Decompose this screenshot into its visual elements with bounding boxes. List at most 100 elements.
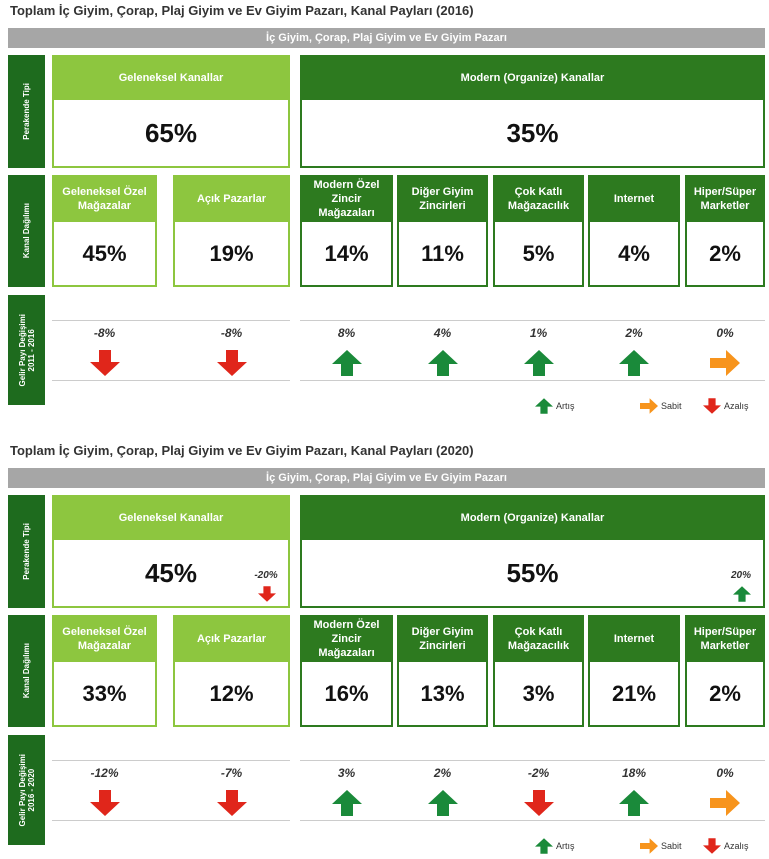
channel-share: 3%	[493, 662, 584, 727]
divider	[52, 320, 290, 321]
channel-share: 12%	[173, 662, 290, 727]
arrow-shape	[216, 350, 247, 376]
arrow-shape	[535, 398, 553, 414]
arrow-shape	[703, 838, 721, 854]
arrow-shape	[619, 790, 649, 816]
channel-change: 4%	[433, 326, 452, 340]
row-label: Kanal Dağılımı	[8, 615, 45, 727]
panel-title: Toplam İç Giyim, Çorap, Plaj Giyim ve Ev…	[10, 443, 474, 458]
channel-header: Hiper/Süper Marketler	[685, 615, 765, 663]
group-share: 35%	[300, 100, 765, 168]
group-header: Geleneksel Kanallar	[52, 55, 290, 101]
trend-arrow	[216, 350, 247, 376]
row-label-text: Gelir Payı Değişimi	[17, 753, 27, 827]
trend-arrow	[619, 350, 649, 376]
legend-item: Azalış	[703, 398, 749, 414]
channel-header: Çok Katlı Mağazacılık	[493, 175, 584, 223]
channel-header: Modern Özel Zincir Mağazaları	[300, 175, 393, 223]
channel-header: Açık Pazarlar	[173, 175, 290, 223]
channel-share: 16%	[300, 662, 393, 727]
legend-item: Azalış	[703, 838, 749, 854]
channel-change: 8%	[337, 326, 356, 340]
divider	[52, 380, 290, 381]
trend-arrow	[331, 350, 362, 376]
arrow-shape	[89, 790, 120, 816]
channel-header: Diğer Giyim Zincirleri	[397, 175, 488, 223]
arrow-shape	[535, 838, 553, 854]
divider	[300, 760, 765, 761]
trend-arrow	[640, 398, 658, 414]
arrow-shape	[216, 790, 247, 816]
arrow-shape	[523, 790, 554, 816]
divider	[300, 820, 765, 821]
channel-change: -12%	[90, 766, 119, 780]
channel-share: 13%	[397, 662, 488, 727]
channel-header: Çok Katlı Mağazacılık	[493, 615, 584, 663]
channel-share: 5%	[493, 222, 584, 287]
banner: İç Giyim, Çorap, Plaj Giyim ve Ev Giyim …	[8, 28, 765, 48]
channel-header: Internet	[588, 615, 680, 663]
trend-arrow	[427, 790, 458, 816]
channel-change: 1%	[529, 326, 548, 340]
group-header: Modern (Organize) Kanallar	[300, 55, 765, 101]
channel-share: 21%	[588, 662, 680, 727]
channel-header: Diğer Giyim Zincirleri	[397, 615, 488, 663]
legend-label: Sabit	[661, 401, 682, 411]
trend-arrow	[703, 838, 721, 854]
arrow-shape	[640, 838, 658, 854]
legend-item: Artış	[535, 838, 575, 854]
channel-change: 0%	[716, 766, 734, 780]
row-label-period: 2011 - 2016	[26, 328, 36, 372]
arrow-shape	[733, 586, 751, 602]
trend-arrow	[619, 790, 649, 816]
arrow-shape	[710, 350, 740, 376]
channel-change: -8%	[93, 326, 116, 340]
channel-header: Hiper/Süper Marketler	[685, 175, 765, 223]
row-label-text: Perakende Tipi	[22, 83, 31, 140]
legend-item: Sabit	[640, 838, 682, 854]
arrow-shape	[710, 790, 740, 816]
group-header: Geleneksel Kanallar	[52, 495, 290, 541]
arrow-shape	[703, 398, 721, 414]
group-share: 65%	[52, 100, 290, 168]
channel-header: Modern Özel Zincir Mağazaları	[300, 615, 393, 663]
arrow-shape	[89, 350, 120, 376]
divider	[300, 380, 765, 381]
trend-arrow	[89, 790, 120, 816]
arrow-shape	[258, 586, 276, 602]
trend-arrow	[535, 838, 553, 854]
legend-item: Sabit	[640, 398, 682, 414]
arrow-shape	[427, 790, 458, 816]
legend-label: Artış	[556, 401, 575, 411]
channel-change: 2%	[433, 766, 452, 780]
channel-change: -7%	[220, 766, 243, 780]
trend-arrow	[331, 790, 362, 816]
group-change: -20%	[254, 570, 278, 581]
trend-arrow	[733, 586, 751, 602]
trend-arrow	[523, 350, 554, 376]
channel-share: 2%	[685, 662, 765, 727]
channel-share: 11%	[397, 222, 488, 287]
group-share: 45%	[52, 540, 290, 608]
divider	[52, 760, 290, 761]
channel-header: Geleneksel Özel Mağazalar	[52, 615, 157, 663]
banner: İç Giyim, Çorap, Plaj Giyim ve Ev Giyim …	[8, 468, 765, 488]
group-header: Modern (Organize) Kanallar	[300, 495, 765, 541]
channel-share: 4%	[588, 222, 680, 287]
channel-change: -2%	[527, 766, 550, 780]
row-label: Gelir Payı Değişimi 2016 - 2020	[8, 735, 45, 845]
arrow-shape	[523, 350, 554, 376]
row-label-text: Gelir Payı Değişimi 2011 - 2016	[18, 314, 36, 386]
legend-label: Sabit	[661, 841, 682, 851]
legend-label: Artış	[556, 841, 575, 851]
channel-change: -8%	[220, 326, 243, 340]
trend-arrow	[710, 790, 740, 816]
row-label-period: 2016 - 2020	[26, 768, 36, 812]
row-label: Perakende Tipi	[8, 495, 45, 608]
channel-change: 18%	[621, 766, 647, 780]
channel-share: 19%	[173, 222, 290, 287]
legend-item: Artış	[535, 398, 575, 414]
trend-arrow	[216, 790, 247, 816]
channel-header: Açık Pazarlar	[173, 615, 290, 663]
